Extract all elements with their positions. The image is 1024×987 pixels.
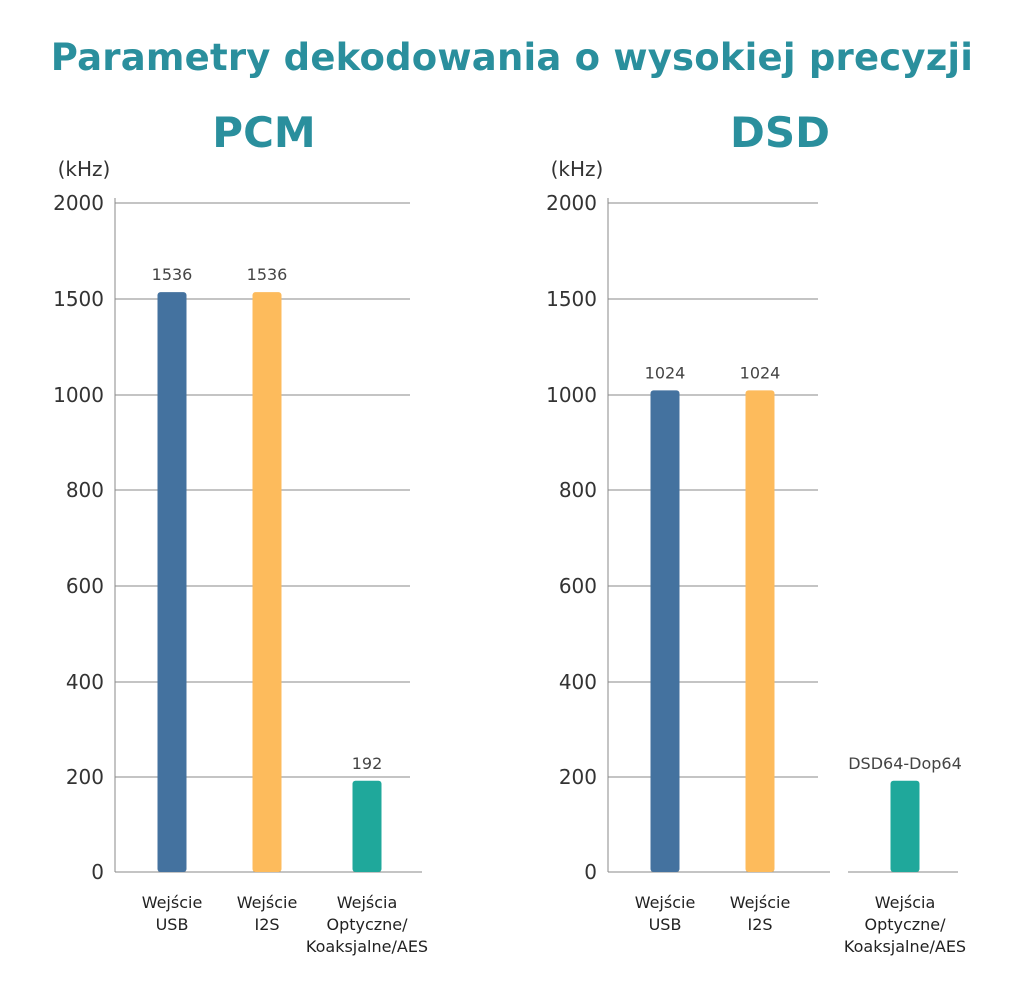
dsd-x-tick-label: Wejścia Optyczne/Koaksjalne/AES xyxy=(844,893,966,956)
dsd-x-tick-label: Wejście USB xyxy=(635,893,696,934)
pcm-y-tick-label: 1500 xyxy=(53,287,104,311)
dsd-unit-label: (kHz) xyxy=(551,157,604,181)
dsd-y-tick-label: 1000 xyxy=(546,383,597,407)
pcm-y-tick-label: 400 xyxy=(66,670,104,694)
pcm-data-label: 1536 xyxy=(152,265,193,284)
dsd-bar xyxy=(890,780,920,872)
pcm-data-label: 192 xyxy=(352,754,383,773)
dsd-bar xyxy=(650,390,680,872)
dsd-data-label: 1024 xyxy=(645,363,686,382)
pcm-chart-title: PCM xyxy=(212,108,316,157)
pcm-x-tick-label: Wejście USB xyxy=(142,893,203,934)
dsd-data-label: DSD64-Dop64 xyxy=(848,754,962,773)
dsd-y-tick-label: 600 xyxy=(559,574,597,598)
dsd-bar xyxy=(745,390,775,872)
dsd-y-tick-label: 200 xyxy=(559,765,597,789)
page-title: Parametry dekodowania o wysokiej precyzj… xyxy=(50,36,974,79)
pcm-y-tick-label: 800 xyxy=(66,478,104,502)
pcm-x-tick-label: Wejście I2S xyxy=(237,893,298,934)
pcm-y-tick-label: 200 xyxy=(66,765,104,789)
pcm-unit-label: (kHz) xyxy=(58,157,111,181)
dsd-y-tick-label: 400 xyxy=(559,670,597,694)
pcm-bar xyxy=(352,780,382,872)
dsd-y-tick-label: 1500 xyxy=(546,287,597,311)
pcm-y-tick-label: 2000 xyxy=(53,191,104,215)
dsd-data-label: 1024 xyxy=(740,363,781,382)
pcm-y-tick-label: 600 xyxy=(66,574,104,598)
dsd-y-tick-label: 2000 xyxy=(546,191,597,215)
dsd-y-tick-label: 800 xyxy=(559,478,597,502)
pcm-bar xyxy=(157,292,187,872)
dsd-chart-title: DSD xyxy=(730,108,830,157)
pcm-bar xyxy=(252,292,282,872)
dsd-y-tick-label: 0 xyxy=(584,860,597,884)
pcm-x-tick-label: Wejścia Optyczne/Koaksjalne/AES xyxy=(306,893,428,956)
pcm-y-tick-label: 0 xyxy=(91,860,104,884)
dsd-x-tick-label: Wejście I2S xyxy=(730,893,791,934)
pcm-y-tick-label: 1000 xyxy=(53,383,104,407)
pcm-data-label: 1536 xyxy=(247,265,288,284)
